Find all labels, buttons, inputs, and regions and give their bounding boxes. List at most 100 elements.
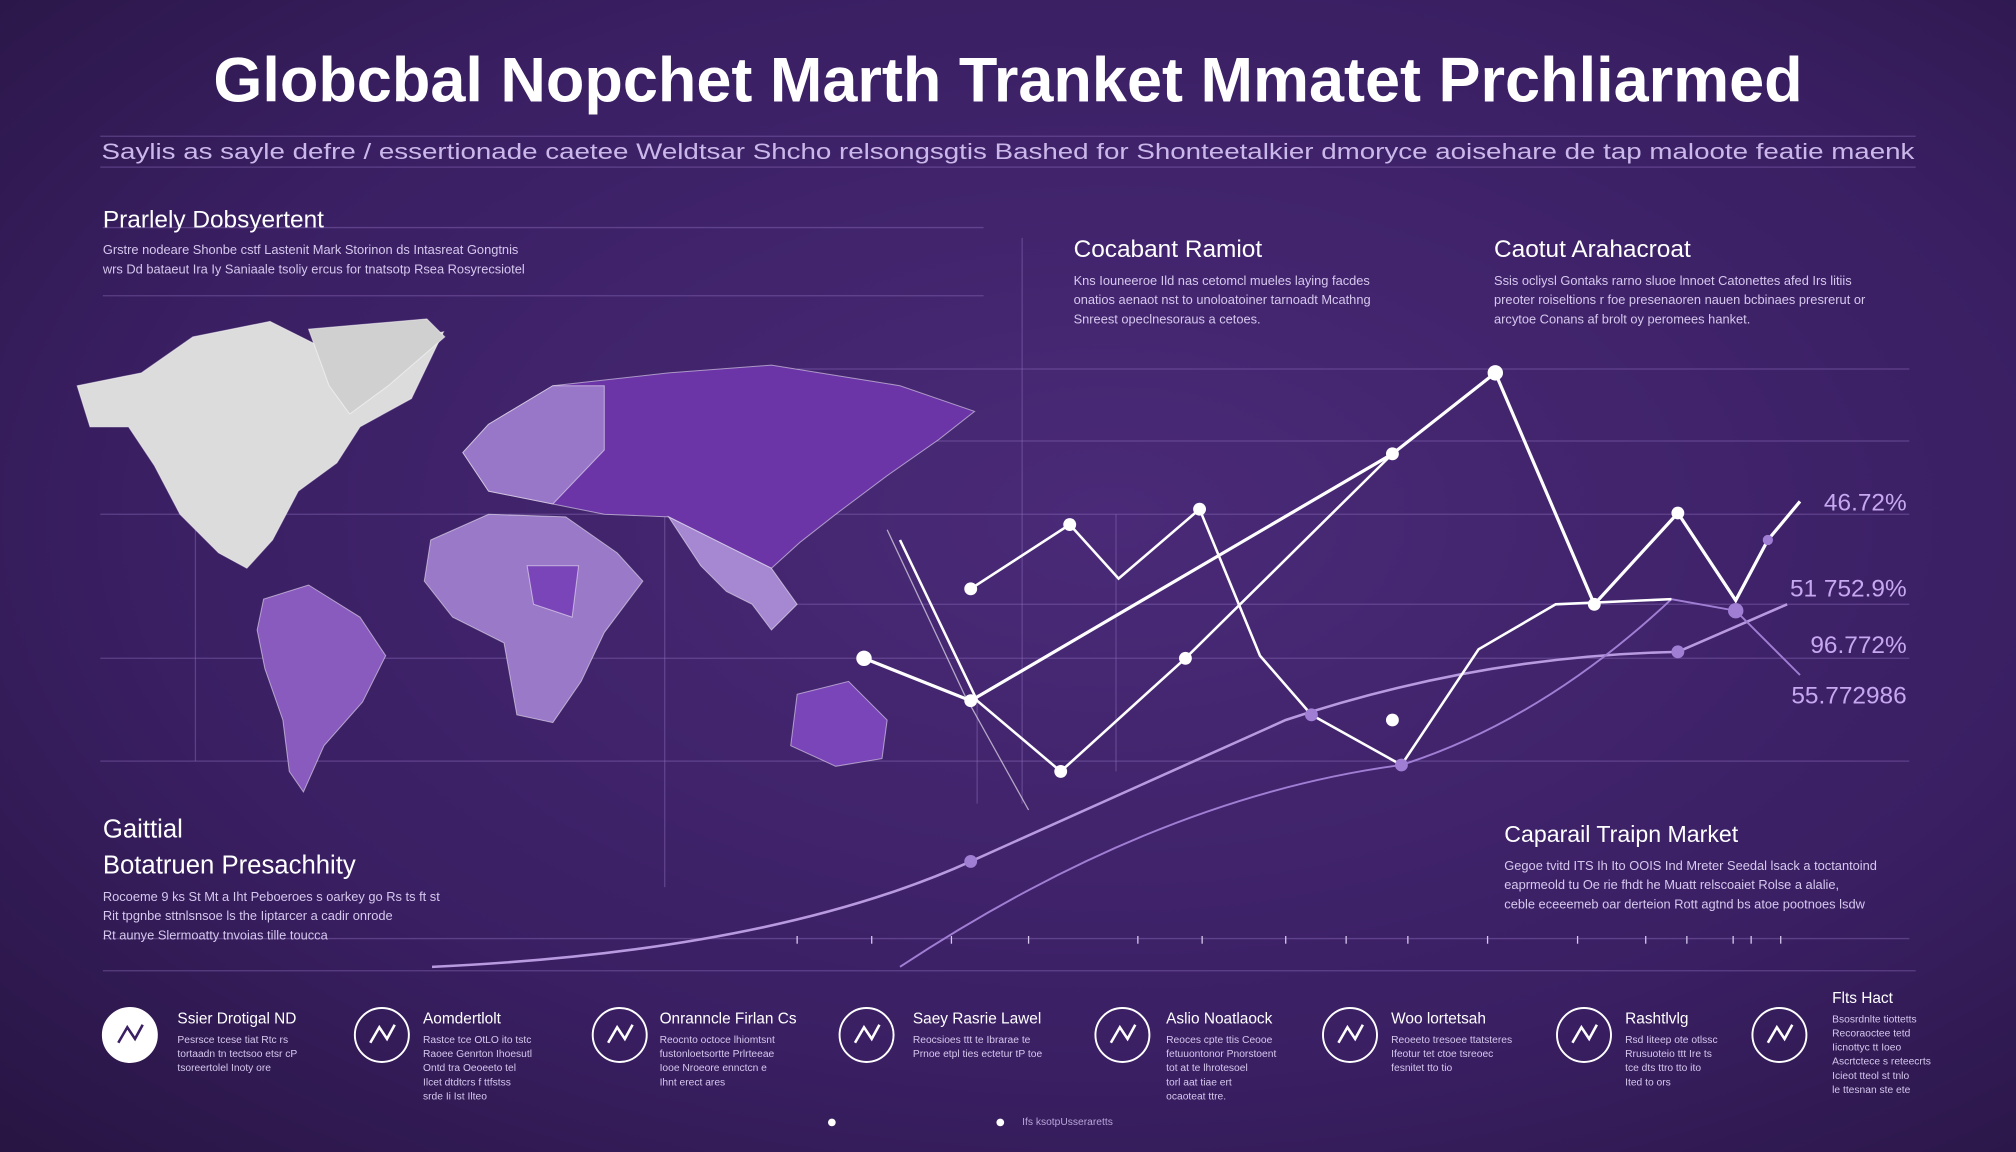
feature-title: Rashtlvlg <box>1625 1011 1688 1028</box>
feature-text: fustonloetsortte Prlrteeae <box>660 1049 775 1060</box>
point <box>1179 651 1192 665</box>
feature-glyph <box>607 1024 634 1044</box>
feature-text: torl aat tiae ert <box>1166 1077 1232 1088</box>
feature-text: le ttesnan ste ete <box>1832 1085 1910 1096</box>
feature-text: Ilcet dtdtcrs f ttfstss <box>423 1077 511 1088</box>
section-text: Ssis ocliysl Gontaks rarno sluoe lnnoet … <box>1494 273 1852 288</box>
point <box>856 650 872 666</box>
point <box>1063 518 1077 531</box>
feature-text: Rrusuoteio ttt Ire ts <box>1625 1049 1712 1060</box>
section-title: Caotut Arahacroat <box>1494 236 1691 263</box>
feature-icon <box>101 1007 158 1063</box>
point <box>1305 708 1318 722</box>
feature-text: Recoraoctee tetd <box>1832 1028 1910 1039</box>
section-title: Gaittial <box>103 815 183 843</box>
point <box>964 855 978 868</box>
feature-glyph <box>1109 1024 1137 1044</box>
south-america <box>256 584 387 794</box>
africa-region <box>526 565 580 618</box>
feature-text: Icieot tteol st tnlo <box>1832 1071 1909 1082</box>
section-title: Caparail Traipn Market <box>1504 821 1738 847</box>
feature-text: fesnitet tto tio <box>1391 1063 1452 1074</box>
point <box>1762 534 1773 546</box>
feature-text: Bsosrdnlte tiottetts <box>1832 1014 1916 1025</box>
section-text: arcytoe Conans af brolt oy peromees hank… <box>1494 312 1750 327</box>
feature-glyph <box>117 1024 144 1044</box>
section-text: Snreest opeclnesoraus a cetoes. <box>1074 312 1261 327</box>
section-text: wrs Dd bataeut Ira Iy Saniaale tsoliy er… <box>102 261 525 276</box>
point <box>1386 447 1399 461</box>
section-title: Prarlely Dobsyertent <box>103 207 324 234</box>
section-text: Rt aunye Slermoatty tnvoias tille toucca <box>103 927 329 942</box>
feature-icon <box>838 1007 895 1063</box>
feature-text: Ontd tra Oeoeeto tel <box>423 1063 516 1074</box>
trend-line <box>970 507 1672 767</box>
title: Globcbal Nopchet Marth Tranket Mmatet Pr… <box>213 45 1802 115</box>
point <box>1487 365 1503 381</box>
feature-text: Ited to ors <box>1625 1077 1671 1088</box>
feature-glyph <box>1337 1024 1364 1044</box>
value-label: 96.772% <box>1810 632 1906 659</box>
point <box>964 694 978 708</box>
feature-icon <box>1751 1007 1808 1063</box>
feature-icon <box>591 1007 648 1063</box>
feature-glyph <box>1571 1024 1598 1044</box>
point <box>1395 758 1408 772</box>
value-label: 51 752.9% <box>1790 576 1907 603</box>
feature-title: Woo lortetsah <box>1391 1011 1486 1028</box>
greenland <box>307 318 446 415</box>
point <box>1728 603 1744 619</box>
subtitle: Saylis as sayle defre / essertionade cae… <box>102 139 1915 164</box>
point <box>1587 597 1601 611</box>
point <box>1671 506 1685 520</box>
feature-text: srde Ii Ist Ilteo <box>423 1091 487 1102</box>
feature-title: Onranncle Firlan Cs <box>660 1011 797 1028</box>
africa <box>423 513 644 724</box>
footer-dot <box>996 1118 1005 1127</box>
feature-text: Ihnt erect ares <box>660 1077 726 1088</box>
footer-dot <box>828 1118 836 1127</box>
feature-text: tot at te lhrotesoel <box>1166 1063 1248 1074</box>
feature-text: Prnoe etpl ties ectetur tP toe <box>913 1049 1043 1060</box>
section-text: Grstre nodeare Shonbe cstf Lastenit Mark… <box>103 242 519 257</box>
trend-points <box>856 365 1773 868</box>
point <box>1671 645 1685 659</box>
feature-text: Iooe Nroeore ennctcn e <box>660 1063 768 1074</box>
world-map <box>76 318 976 794</box>
point <box>1193 502 1206 516</box>
trend-curve <box>431 603 1788 969</box>
section-text: Kns Iouneeroe Ild nas cetomcl mueles lay… <box>1074 273 1370 288</box>
north-america <box>76 320 445 569</box>
feature-title: Aomdertlolt <box>423 1011 502 1028</box>
feature-text: Iicnottyc tt Ioeo <box>1832 1043 1901 1054</box>
feature-text: Raoee Genrton Ihoesutl <box>423 1049 532 1060</box>
point <box>1054 765 1068 778</box>
trend-line <box>886 529 1030 811</box>
section-title: Cocabant Ramiot <box>1074 236 1263 263</box>
trend-line <box>899 598 1801 968</box>
section-text: preoter roiseltions r foe presenaoren na… <box>1494 292 1866 307</box>
feature-text: fetuuontonor Pnorstoent <box>1166 1049 1276 1060</box>
feature-title: Aslio Noatlaock <box>1166 1011 1272 1028</box>
feature-glyph <box>1766 1024 1794 1044</box>
feature-icon <box>1556 1007 1612 1063</box>
feature-text: Reocnto octoce lhiomtsnt <box>660 1035 775 1046</box>
value-label: 46.72% <box>1824 489 1907 516</box>
feature-title: Saey Rasrie Lawel <box>913 1011 1041 1028</box>
section-text: Gegoe tvitd ITS Ih Ito OOIS Ind Mreter S… <box>1504 858 1877 873</box>
section-text: Rocoeme 9 ks St Mt a Iht Peboeroes s oar… <box>103 889 440 904</box>
feature-text: tortaadn tn tectsoo etsr cP <box>177 1049 297 1060</box>
footer-text: Ifs ksotpUsseraretts <box>1022 1117 1113 1128</box>
feature-text: Rastce tce OtLO ito tstc <box>423 1035 531 1046</box>
feature-icon <box>353 1007 410 1063</box>
europe <box>462 385 605 505</box>
text-layer: Prarlely Dobsyertent Grstre nodeare Shonb… <box>102 207 1931 1129</box>
feature-glyph <box>369 1024 396 1044</box>
section-text: onatios aenaot nst to unoloatoiner tarno… <box>1074 292 1371 307</box>
feature-text: tce dts ttro tto ito <box>1625 1063 1701 1074</box>
feature-title: Flts Hact <box>1832 990 1893 1007</box>
feature-text: Rsd Iiteep ote otlssc <box>1625 1035 1717 1046</box>
section-title: Botatruen Presachhity <box>103 851 356 879</box>
south-asia <box>667 515 798 631</box>
